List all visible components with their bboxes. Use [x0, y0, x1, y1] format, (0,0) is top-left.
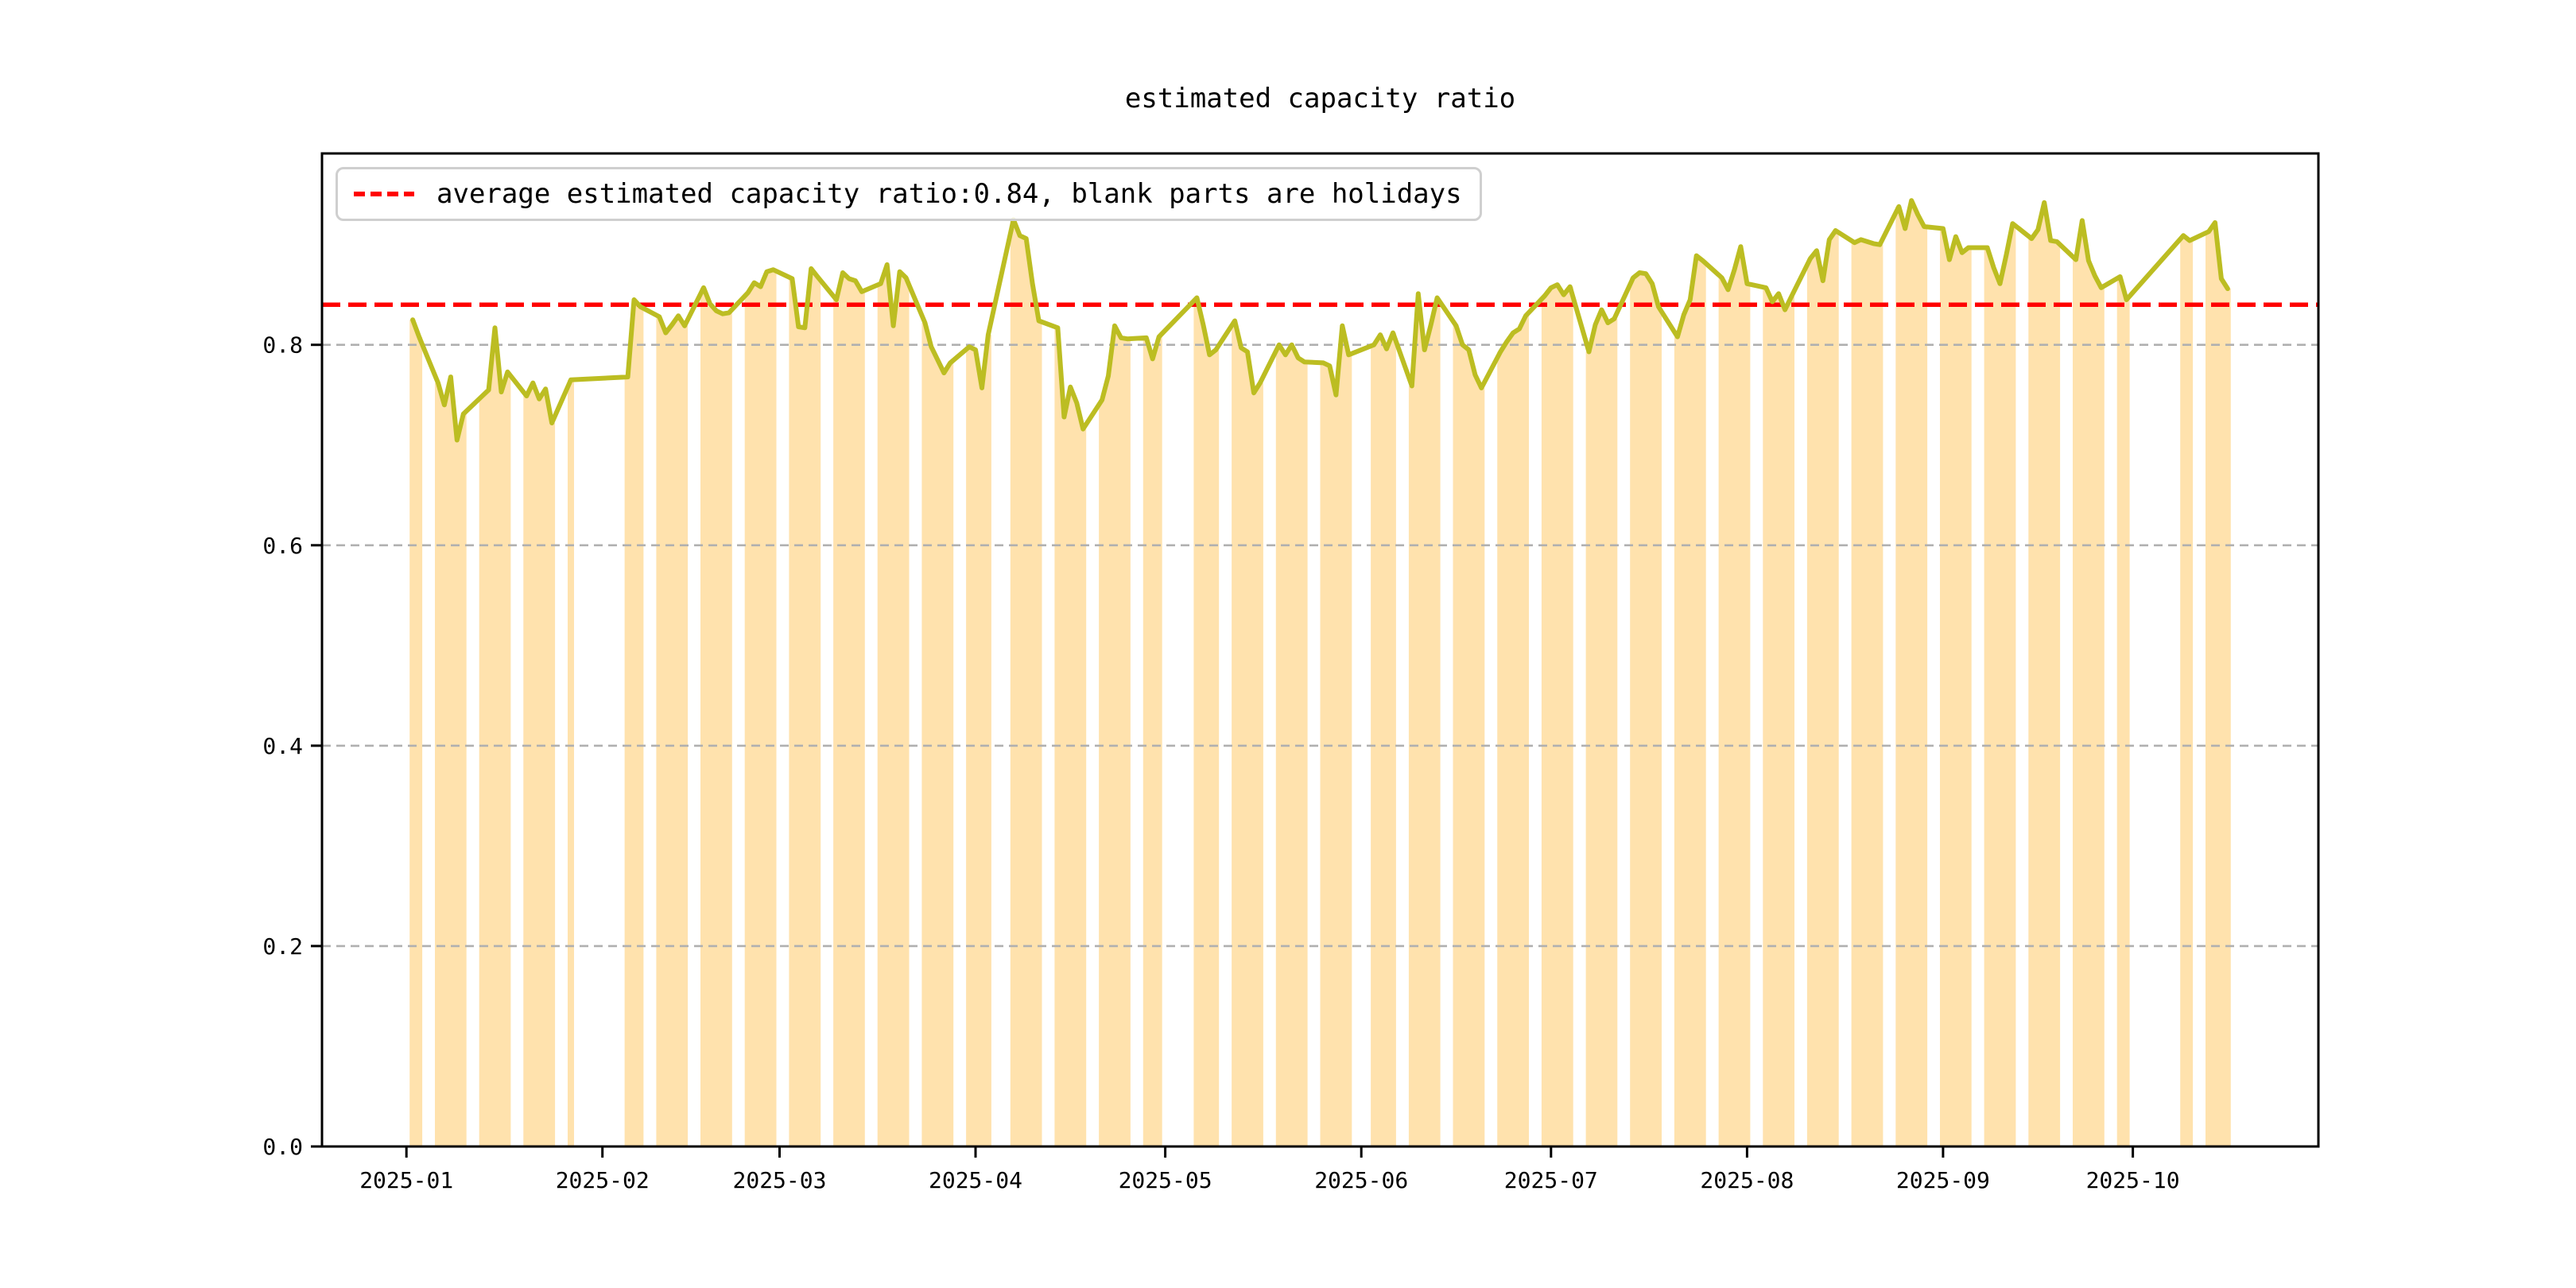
workday-band	[2206, 223, 2231, 1146]
x-tick-label: 2025-10	[2086, 1167, 2180, 1193]
workday-band	[966, 335, 991, 1147]
x-tick-label: 2025-09	[1896, 1167, 1990, 1193]
workday-band	[2180, 235, 2194, 1146]
y-tick-label: 0.8	[262, 332, 303, 359]
workday-band	[1806, 231, 1839, 1146]
workday-band	[2116, 277, 2130, 1146]
workday-band	[1940, 228, 1972, 1146]
workday-band	[624, 300, 644, 1146]
workday-band	[2028, 202, 2061, 1146]
workday-band	[1232, 320, 1263, 1146]
y-tick-label: 0.6	[262, 533, 303, 559]
workday-band	[1895, 200, 1928, 1147]
x-tick-label: 2025-07	[1504, 1167, 1598, 1193]
workday-band	[921, 323, 954, 1146]
workday-band	[789, 268, 821, 1146]
workday-band	[1054, 328, 1087, 1146]
workday-band	[2073, 220, 2105, 1146]
plot-border	[320, 152, 2320, 1148]
average-line-legend-swatch	[354, 192, 414, 196]
workday-band	[1453, 325, 1485, 1146]
workday-band	[877, 264, 910, 1146]
workday-band	[1630, 273, 1662, 1146]
workday-band	[479, 328, 511, 1146]
workday-band	[1497, 316, 1529, 1147]
x-tick-label: 2025-03	[732, 1167, 826, 1193]
workday-band	[1193, 297, 1220, 1146]
workday-band	[1674, 255, 1706, 1147]
x-tick-label: 2025-02	[556, 1167, 650, 1193]
workday-band	[1585, 309, 1618, 1147]
workday-band	[1408, 293, 1441, 1146]
x-tick-label: 2025-04	[929, 1167, 1022, 1193]
y-tick-label: 0.2	[262, 933, 303, 960]
workday-band	[1763, 287, 1794, 1146]
workday-band	[1099, 325, 1131, 1146]
workday-band	[523, 382, 556, 1147]
workday-band	[568, 379, 574, 1146]
workday-band	[1010, 219, 1042, 1147]
workday-band	[1320, 325, 1352, 1146]
capacity-ratio-line	[410, 198, 2230, 443]
workday-band	[1541, 285, 1573, 1147]
y-tick-label: 0.0	[262, 1134, 303, 1160]
workday-band	[1851, 239, 1884, 1146]
x-tick-label: 2025-08	[1700, 1167, 1794, 1193]
workday-band	[1371, 332, 1396, 1147]
workday-band	[1984, 223, 2016, 1147]
x-tick-label: 2025-05	[1119, 1167, 1212, 1193]
y-tick-label: 0.4	[262, 733, 303, 759]
workday-band	[833, 273, 865, 1146]
workday-band	[700, 287, 732, 1146]
legend-label: average estimated capacity ratio:0.84, b…	[436, 178, 1462, 210]
workday-band	[435, 377, 467, 1147]
workday-band	[744, 270, 777, 1147]
workday-band	[656, 316, 689, 1147]
workday-band	[1718, 246, 1751, 1147]
workday-band	[1143, 336, 1162, 1147]
x-tick-label: 2025-06	[1314, 1167, 1408, 1193]
x-tick-label: 2025-01	[359, 1167, 453, 1193]
workday-band	[409, 320, 423, 1147]
chart-title: estimated capacity ratio	[1124, 83, 1516, 114]
legend-box: average estimated capacity ratio:0.84, b…	[336, 167, 1482, 221]
